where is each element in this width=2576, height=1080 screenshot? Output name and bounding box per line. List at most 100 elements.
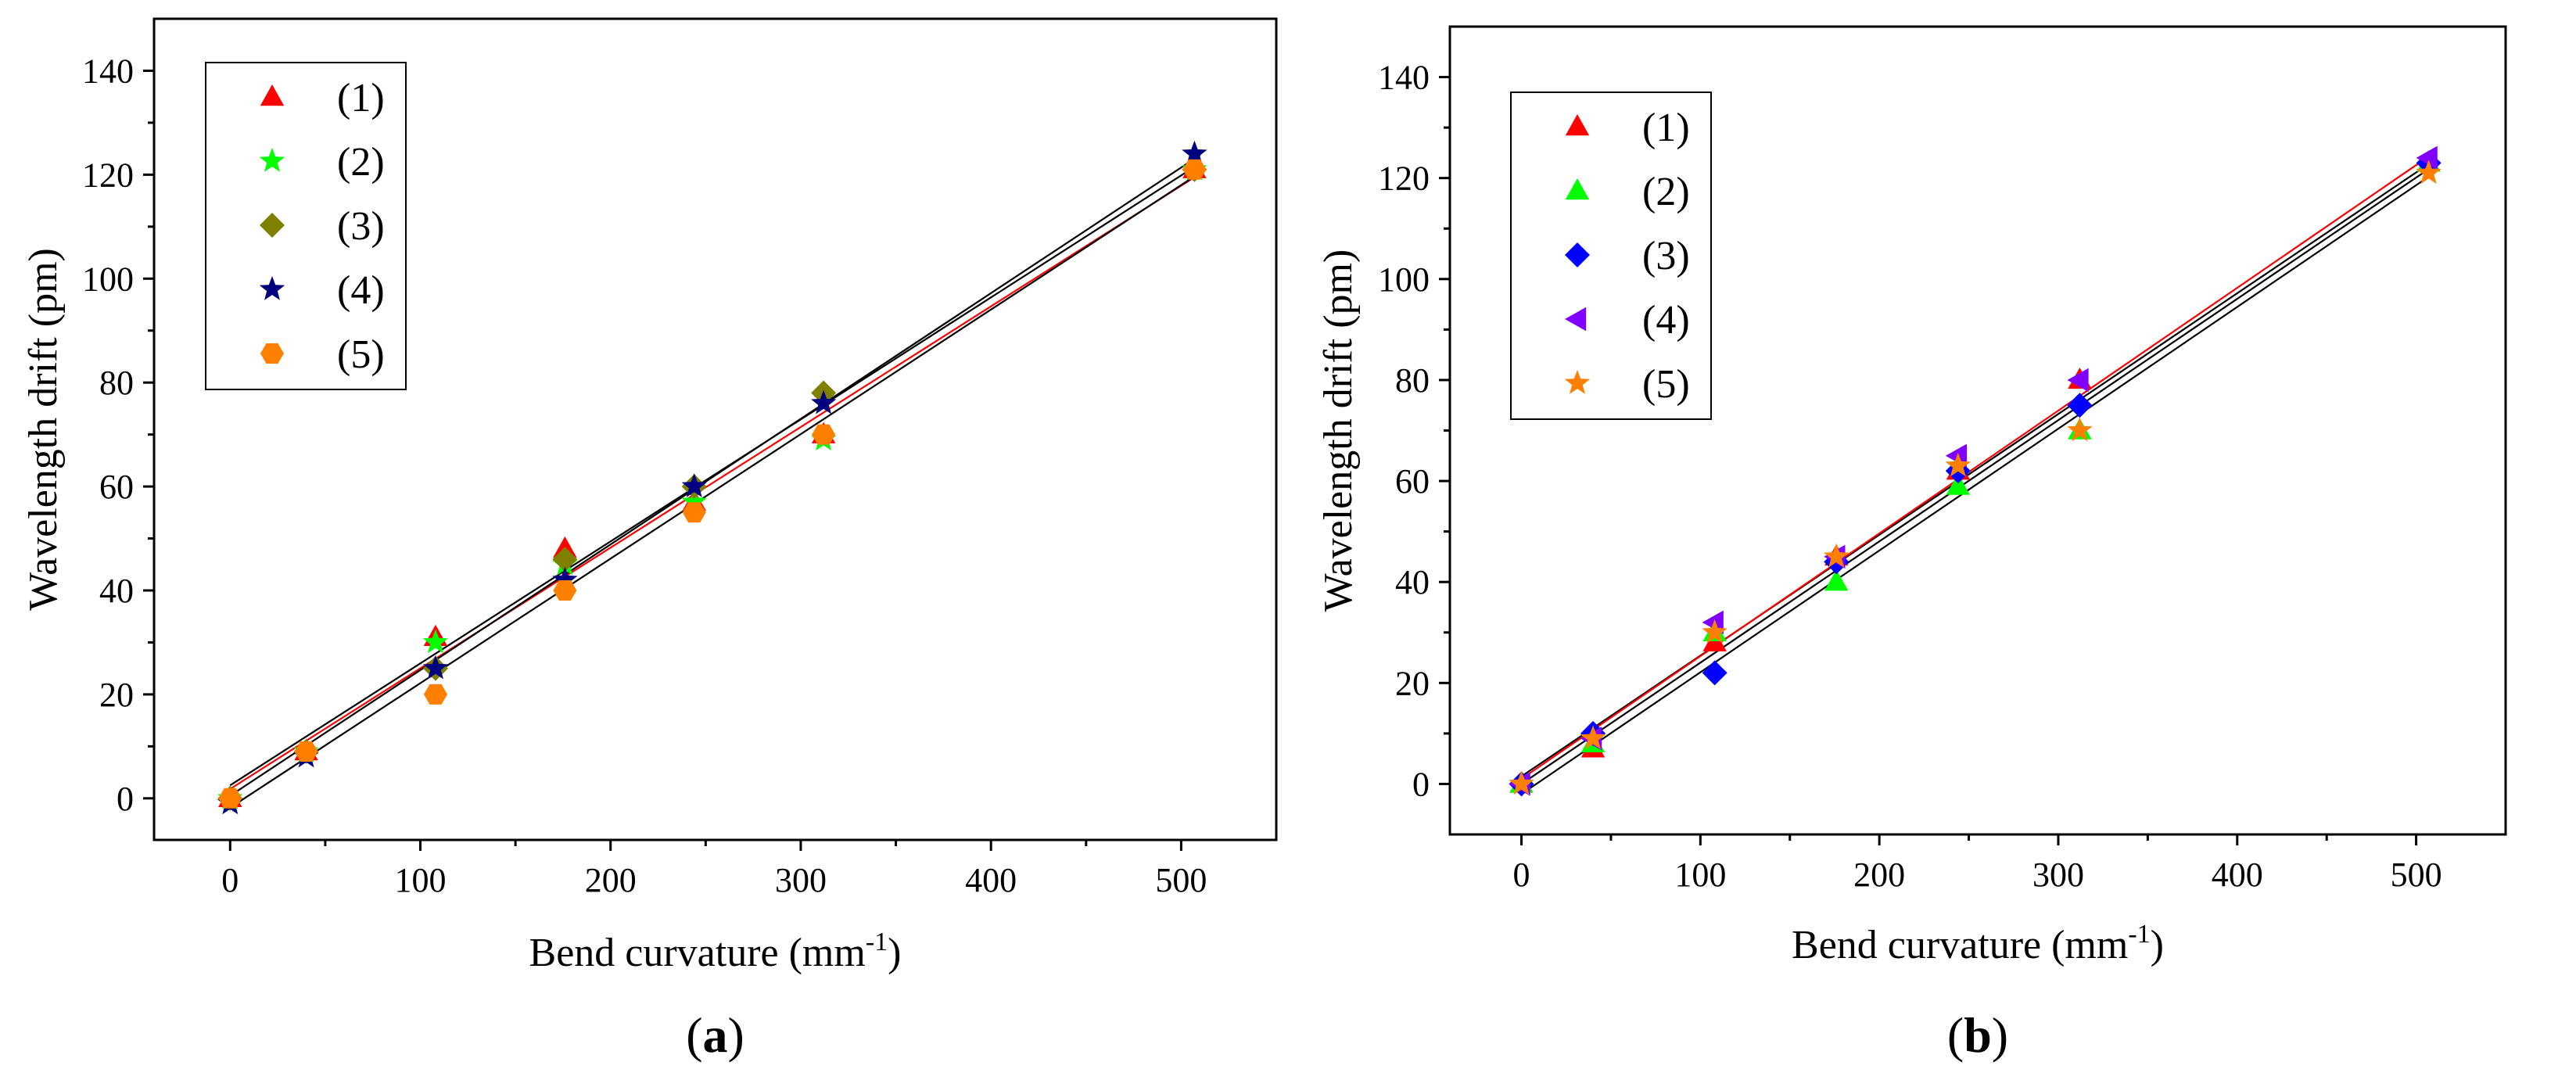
x-tick-label: 100 [1674,856,1726,894]
x-tick-label: 100 [395,861,447,899]
data-point [681,473,707,497]
y-axis: 0 20 40 60 80 100 120 140 [1378,59,1450,803]
legend-marker [260,213,285,238]
x-tick-label: 500 [1155,861,1207,899]
x-axis: 0 100 200 300 400 500 [221,840,1207,899]
y-tick-label: 100 [1378,260,1430,299]
data-point [811,389,837,414]
y-tick-label: 40 [1395,563,1430,601]
fit-line-1 [229,162,1201,787]
legend-marker [1565,307,1587,332]
y-tick-label: 60 [99,468,134,506]
data-point [1182,140,1207,165]
legend-label: (2) [337,140,385,185]
fit-lines [1520,152,2435,795]
legend-label: (4) [1642,298,1690,343]
x-axis-title-sup: -1 [866,928,888,956]
legend-marker [1564,370,1591,394]
legend: (1) (2) (3) (4) (5) [205,62,407,390]
panel-label-open: ( [1947,1007,1964,1063]
y-tick-label: 20 [99,676,134,714]
legend-label: (4) [337,268,385,313]
x-axis-title: Bend curvature (mm-1) [529,928,902,975]
x-axis-title-end: ) [2151,923,2164,967]
data-point [1702,660,1727,686]
panel-label-letter: a [703,1007,728,1063]
y-tick-label: 80 [99,364,134,402]
legend-marker [260,84,285,106]
data-point [1580,725,1606,750]
data-point [1946,473,1971,495]
y-tick-label: 140 [82,52,134,90]
y-tick-label: 100 [82,260,134,298]
data-point [1702,619,1727,644]
fit-line-4 [1520,172,2435,795]
series-5 [218,159,1207,809]
panel-label-letter: b [1964,1007,1992,1063]
y-tick-label: 120 [82,156,134,194]
data-point [422,655,449,680]
fit-line-3 [1520,164,2435,785]
x-tick-label: 300 [775,861,827,899]
y-tick-label: 60 [1395,462,1430,501]
x-tick-label: 0 [221,861,239,899]
fit-line-3 [229,154,1201,797]
y-tick-label: 120 [1378,160,1430,198]
y-tick-label: 40 [99,572,134,610]
x-axis-title-main: Bend curvature (mm [1792,923,2128,967]
legend-marker [1565,242,1590,267]
y-tick-label: 0 [117,780,134,818]
data-point [2416,160,2441,184]
data-point [2067,417,2093,442]
x-axis-title: Bend curvature (mm-1) [1792,920,2164,967]
data-point [424,684,447,705]
x-axis-title-sup: -1 [2128,920,2150,949]
legend-box [205,62,407,390]
data-point [553,580,577,601]
data-point [552,566,578,591]
legend-label: (5) [337,332,385,377]
fit-line-2 [229,173,1201,790]
y-tick-label: 80 [1395,361,1430,400]
x-tick-label: 400 [965,861,1017,899]
y-tick-label: 20 [1395,664,1430,702]
data-point [682,502,706,523]
chart-panel-b: 0 100 200 300 400 500 0 20 40 60 80 100 120 140 Bend c… [1316,25,2507,1063]
data-point [1182,159,1207,180]
data-point [218,788,242,809]
data-point [2067,393,2093,418]
legend-label: (5) [1642,362,1690,407]
legend-marker [1565,178,1590,200]
legend-label: (1) [1642,106,1690,150]
y-axis: 0 20 40 60 80 100 120 140 [82,52,154,818]
legend-marker [259,148,285,172]
fit-line-2 [1520,152,2435,780]
data-point [1945,452,1971,477]
legend-marker [1565,114,1590,136]
x-axis-title-main: Bend curvature (mm [529,931,866,975]
series-5 [1509,160,2441,795]
data-point [294,741,318,762]
data-point [422,629,449,654]
x-tick-label: 300 [2032,856,2084,894]
legend-label: (3) [337,204,385,249]
data-point [1824,569,1849,591]
panel-label-open: ( [686,1007,702,1063]
data-point [812,424,836,445]
panel-label-close: ) [1992,1007,2008,1063]
data-point [2067,368,2089,393]
x-tick-label: 200 [585,861,637,899]
legend-label: (2) [1642,170,1690,214]
legend-marker [259,276,285,300]
x-tick-label: 400 [2212,856,2263,894]
data-point [681,489,707,513]
panel-label: (a) [686,1007,744,1063]
plot-frame [152,17,1278,841]
legend: (1) (2) (3) (4) (5) [1510,91,1712,420]
x-axis-title-end: ) [888,931,901,975]
data-point [1824,543,1849,568]
y-tick-label: 0 [1412,765,1430,803]
legend-label: (1) [337,76,385,120]
legend-marker [260,343,284,364]
